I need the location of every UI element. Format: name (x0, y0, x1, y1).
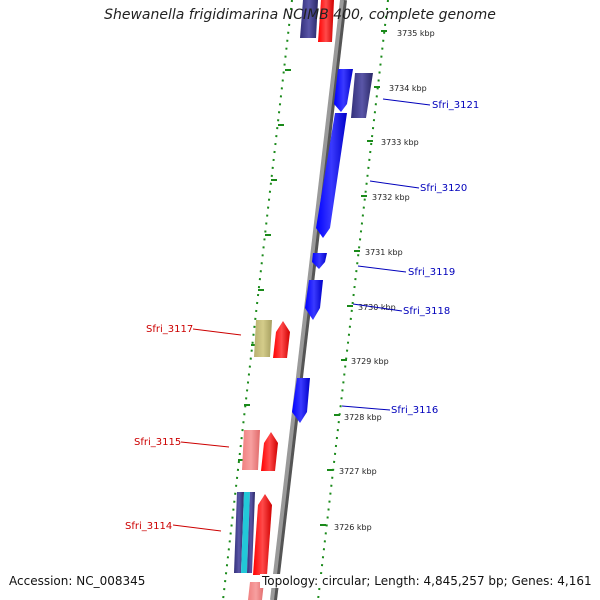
gene-sfri-3120[interactable] (316, 113, 347, 238)
gene-red-top[interactable] (318, 0, 334, 42)
label-sfri-3114[interactable]: Sfri_3114 (125, 521, 172, 532)
tick-label-3734: 3734 kbp (389, 84, 427, 93)
gene-navy-top[interactable] (300, 0, 318, 38)
tick-label-3733: 3733 kbp (381, 138, 419, 147)
right-dotted-ring (317, 0, 389, 600)
leader-sfri-3121 (382, 98, 431, 106)
gene-sfri-3121-purple[interactable] (351, 73, 373, 118)
label-sfri-3116[interactable]: Sfri_3116 (391, 405, 438, 416)
accession-text: Accession: NC_008345 (7, 574, 148, 588)
leader-sfri-3116 (341, 405, 391, 411)
ruler-ticks (320, 30, 387, 526)
tick-label-3732: 3732 kbp (372, 193, 410, 202)
leader-sfri-3118 (352, 303, 403, 312)
topology-text: Topology: circular; Length: 4,845,257 bp… (260, 574, 594, 588)
leader-sfri-3115 (180, 441, 230, 448)
leader-sfri-3120 (369, 180, 420, 189)
gene-sfri-3118[interactable] (305, 280, 323, 320)
gene-sfri-3117[interactable] (273, 321, 290, 358)
gene-sfri-3119[interactable] (312, 253, 327, 269)
leader-sfri-3117 (192, 328, 242, 336)
leader-sfri-3114 (172, 524, 222, 532)
gene-sfri-3114-navy[interactable] (234, 492, 244, 573)
label-sfri-3121[interactable]: Sfri_3121 (432, 100, 479, 111)
gene-sfri-3114-navy-2[interactable] (247, 492, 255, 573)
gene-sfri-3121[interactable] (334, 69, 353, 112)
gene-sfri-3115-pink[interactable] (242, 430, 260, 470)
tick-label-3735: 3735 kbp (397, 29, 435, 38)
gene-sfri-3115[interactable] (261, 432, 278, 471)
gene-sfri-3116[interactable] (292, 378, 310, 423)
label-sfri-3117[interactable]: Sfri_3117 (146, 324, 193, 335)
gene-sfri-3117-olive[interactable] (254, 320, 272, 357)
tick-label-3731: 3731 kbp (365, 248, 403, 257)
tick-label-3729: 3729 kbp (351, 357, 389, 366)
gene-sfri-3114[interactable] (253, 494, 272, 575)
tick-label-3726: 3726 kbp (334, 523, 372, 532)
label-sfri-3115[interactable]: Sfri_3115 (134, 437, 181, 448)
tick-label-3728: 3728 kbp (344, 413, 382, 422)
label-sfri-3119[interactable]: Sfri_3119 (408, 267, 455, 278)
label-sfri-3120[interactable]: Sfri_3120 (420, 183, 467, 194)
tick-label-3727: 3727 kbp (339, 467, 377, 476)
leader-sfri-3119 (357, 265, 407, 273)
left-ring-ticks (238, 69, 291, 461)
label-sfri-3118[interactable]: Sfri_3118 (403, 306, 450, 317)
map-title: Shewanella frigidimarina NCIMB 400, comp… (104, 7, 496, 23)
